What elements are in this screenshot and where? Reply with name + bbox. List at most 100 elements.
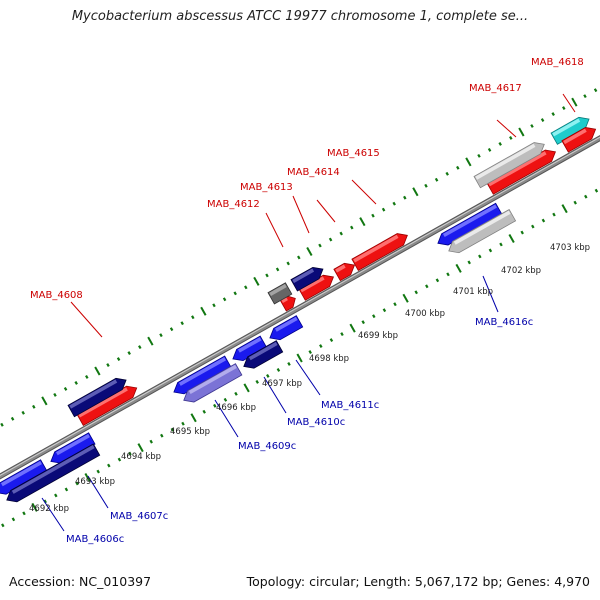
tick-mark [359,217,366,227]
label-leader-line [87,475,109,509]
gene-label[interactable]: MAB_4608 [30,290,83,301]
label-leader-line [496,119,517,138]
gene-feature[interactable] [550,113,592,145]
tick-mark [518,127,525,137]
gene-feature[interactable] [67,374,129,418]
tick-mark [170,427,175,432]
gene-label[interactable]: MAB_4616c [475,317,533,328]
tick-mark [243,383,250,393]
scale-label: 4700 kbp [405,309,445,319]
tick-mark [540,118,545,122]
gene-label[interactable]: MAB_4611c [321,400,379,411]
tick-mark [74,381,78,385]
gene-feature[interactable] [561,124,599,153]
label-leader-line [351,179,377,205]
gene-labels[interactable]: MAB_4618 MAB_4617 MAB_4615 MAB_4614 MAB_4613… [30,57,584,545]
tick-mark [339,231,343,236]
gene-feature[interactable] [290,263,326,292]
tick-mark [180,321,184,326]
tick-mark [223,397,228,402]
gene-feature[interactable] [267,315,304,344]
gene-feature[interactable] [473,139,547,189]
scale-label: 4692 kbp [29,504,69,514]
scale-label: 4703 kbp [550,243,590,253]
backbone-line [0,136,600,479]
gene-features[interactable] [0,113,599,505]
gene-label[interactable]: MAB_4613 [240,182,293,193]
tick-mark [594,188,599,193]
tick-mark [1,523,5,528]
gene-label[interactable]: MAB_4606c [66,534,124,545]
scale-label: 4701 kbp [453,287,493,297]
tick-mark [96,469,100,474]
tick-mark [465,157,472,167]
tick-mark [319,344,323,348]
gene-label[interactable]: MAB_4607c [110,511,168,522]
tick-mark [350,225,354,230]
gene-label[interactable]: MAB_4614 [287,167,340,178]
tick-mark [84,473,91,483]
tick-mark [253,276,260,286]
tick-mark [296,353,303,363]
label-leader-lines [41,93,576,532]
tick-mark [54,493,58,498]
tick-mark [382,308,387,313]
scale-labels: 4692 kbp 4693 kbp 4694 kbp 4695 kbp 4696 kbp… [29,243,590,514]
label-leader-line [316,199,336,223]
tick-mark [21,410,25,415]
gene-feature[interactable] [267,282,293,305]
gene-label[interactable]: MAB_4615 [327,148,380,159]
tick-mark [329,338,334,343]
tick-mark [402,293,409,303]
tick-mark [508,234,515,243]
tick-mark [372,314,376,319]
tick-mark [455,263,462,273]
tick-mark [181,421,185,426]
gene-feature[interactable] [333,259,358,282]
tick-mark [169,327,174,332]
tick-mark [530,124,534,128]
backbone-highlight [0,136,600,476]
tick-mark [361,320,365,325]
gene-label[interactable]: MAB_4618 [531,57,584,68]
gene-label[interactable]: MAB_4612 [207,199,260,210]
tick-rows [0,88,599,528]
gene-feature[interactable] [4,443,101,506]
tick-mark [10,416,15,421]
tick-mark [200,306,207,316]
tick-mark [478,254,482,259]
label-leader-line [214,399,239,438]
gene-feature[interactable] [279,293,299,312]
tick-mark [31,502,38,512]
gene-label[interactable]: MAB_4609c [238,441,296,452]
gene-feature[interactable] [446,208,517,256]
gene-feature[interactable] [351,230,411,272]
tick-mark [446,272,450,277]
tick-mark [488,248,493,253]
gene-label[interactable]: MAB_4610c [287,417,345,428]
tick-mark [275,267,280,272]
tick-mark [75,481,79,486]
tick-mark [286,261,290,266]
tick-mark [487,147,492,152]
tick-mark [191,315,195,320]
gene-feature[interactable] [181,363,243,406]
tick-mark [328,237,333,242]
tick-mark [43,499,47,504]
tick-mark [393,302,397,307]
scale-label: 4693 kbp [75,477,115,487]
tick-mark [318,243,322,248]
tick-mark [32,404,36,409]
tick-mark [552,212,556,217]
tick-mark [571,97,578,107]
gene-label[interactable]: MAB_4617 [469,83,522,94]
label-leader-line [562,93,576,113]
tick-mark [117,457,122,462]
gene-feature[interactable] [241,340,284,372]
tick-mark [551,112,555,116]
tick-mark [22,511,26,516]
tick-mark [213,403,217,408]
tick-mark [190,413,197,423]
map-title: Mycobacterium abscessus ATCC 19977 chrom… [71,9,529,24]
